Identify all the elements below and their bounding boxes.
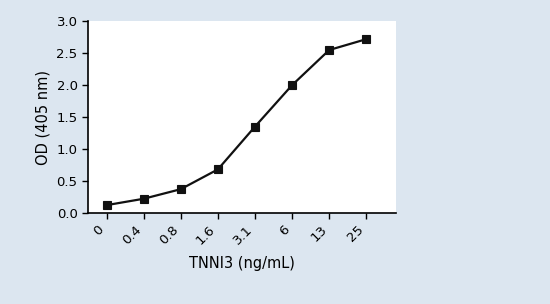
Y-axis label: OD (405 nm): OD (405 nm): [36, 70, 51, 164]
X-axis label: TNNI3 (ng/mL): TNNI3 (ng/mL): [189, 256, 295, 271]
